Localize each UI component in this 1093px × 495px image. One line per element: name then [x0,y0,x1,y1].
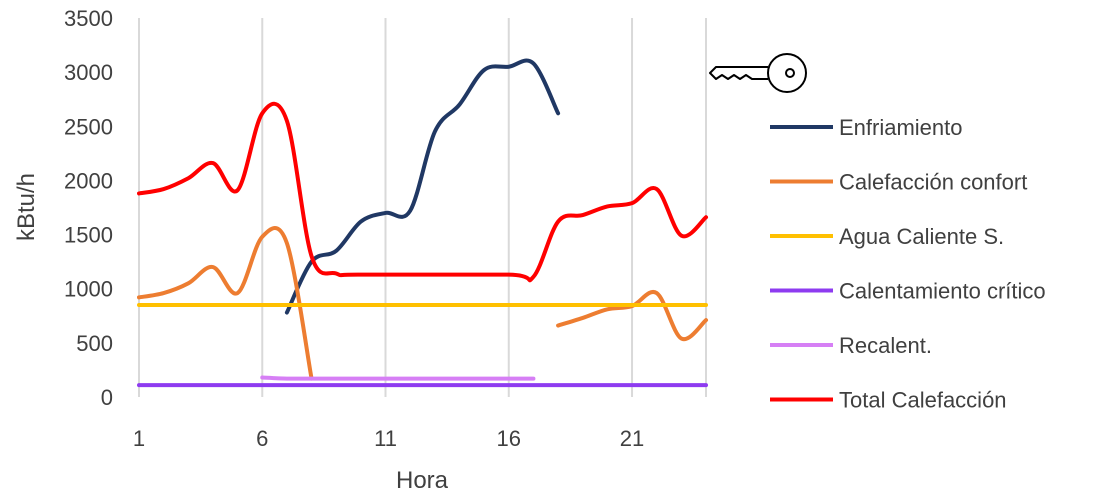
y-tick-label: 3500 [64,6,113,31]
x-tick-label: 1 [133,426,145,451]
x-tick-label: 21 [620,426,644,451]
legend-label-5: Total Calefacción [839,388,1007,413]
x-axis-title: Hora [396,467,449,494]
series-line-4-0 [260,375,536,381]
key-icon [709,53,807,93]
y-axis-ticks: 0 500 1000 1500 2000 2500 3000 3500 [64,6,113,410]
legend: Enfriamiento Calefacción confort Agua Cali… [770,115,1046,413]
series-lines [137,58,708,388]
y-tick-label: 1000 [64,277,113,302]
y-tick-label: 2000 [64,168,113,193]
y-tick-label: 2500 [64,114,113,139]
grid-lines [138,18,707,397]
y-tick-label: 0 [101,385,113,410]
y-axis-title: kBtu/h [13,173,40,241]
y-tick-label: 3000 [64,60,113,85]
x-axis-ticks: 1 6 11 16 21 [133,426,644,451]
legend-label-1: Calefacción confort [839,170,1027,195]
series-line-5-0 [137,101,708,283]
x-tick-label: 6 [256,426,268,451]
series-line-1-0 [137,226,314,381]
x-tick-label: 11 [374,426,397,451]
series-line-0-0 [284,58,561,315]
y-tick-label: 1500 [64,223,113,248]
legend-label-4: Recalent. [839,333,932,358]
y-tick-label: 500 [76,331,113,356]
legend-label-0: Enfriamiento [839,115,963,140]
x-tick-label: 16 [497,426,521,451]
legend-label-3: Calentamiento crítico [839,279,1046,304]
legend-label-2: Agua Caliente S. [839,224,1004,249]
